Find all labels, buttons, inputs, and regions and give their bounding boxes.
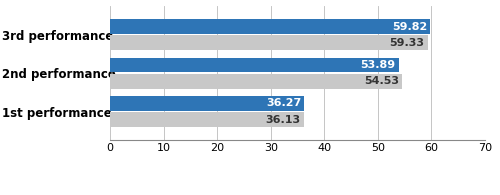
Bar [110,19,430,34]
Bar [110,74,402,89]
Legend: Observation, Peer-review: Observation, Peer-review [231,194,409,195]
Bar [110,112,304,127]
Text: 59.82: 59.82 [392,22,427,32]
Text: 59.33: 59.33 [390,38,424,48]
Bar [110,35,428,50]
Bar [110,96,304,111]
Text: 53.89: 53.89 [360,60,396,70]
Bar [110,58,399,72]
Text: 36.13: 36.13 [265,115,300,125]
Text: 36.27: 36.27 [266,98,301,108]
Text: 54.53: 54.53 [364,76,399,86]
